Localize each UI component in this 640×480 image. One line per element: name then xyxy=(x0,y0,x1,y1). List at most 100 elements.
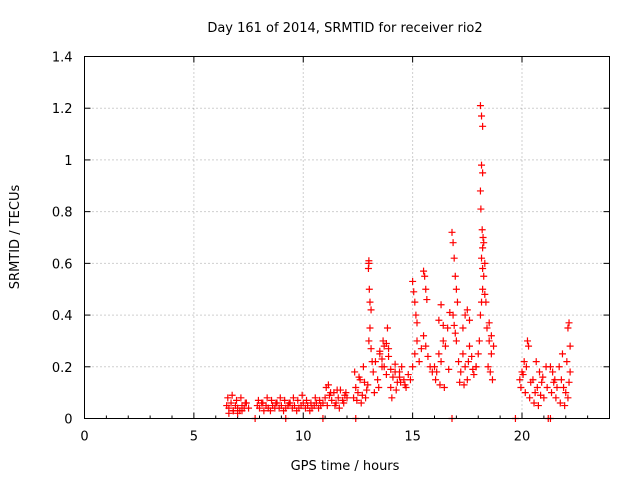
y-tick-label: 0.8 xyxy=(52,206,73,221)
data-point xyxy=(224,394,232,402)
data-point xyxy=(412,311,420,319)
data-point xyxy=(401,381,409,389)
data-point xyxy=(479,169,487,177)
data-point xyxy=(263,394,271,402)
data-point xyxy=(311,394,319,402)
data-point xyxy=(548,389,556,397)
data-point xyxy=(470,371,478,379)
data-point xyxy=(517,383,525,391)
data-point xyxy=(234,409,242,417)
data-point xyxy=(461,311,469,319)
data-point xyxy=(342,389,350,397)
data-point xyxy=(382,340,390,348)
data-point xyxy=(433,368,441,376)
data-point xyxy=(321,394,329,402)
data-point xyxy=(538,378,546,386)
data-point xyxy=(474,350,482,358)
y-tick-label: 0 xyxy=(64,413,72,428)
data-point xyxy=(435,350,443,358)
data-point xyxy=(449,311,457,319)
data-point xyxy=(561,402,569,410)
data-point xyxy=(557,376,565,384)
data-point xyxy=(334,394,342,402)
data-point xyxy=(431,363,438,371)
data-point xyxy=(478,254,486,262)
x-tick-label: 5 xyxy=(190,430,198,445)
data-point xyxy=(565,319,573,327)
data-point xyxy=(422,285,430,293)
data-point xyxy=(380,363,388,371)
data-point xyxy=(366,298,374,306)
data-point xyxy=(483,324,491,332)
data-point xyxy=(351,368,359,376)
data-point xyxy=(256,404,263,412)
plot-frame xyxy=(84,56,610,419)
data-point xyxy=(485,319,493,327)
data-point xyxy=(281,396,289,404)
data-point xyxy=(552,394,560,402)
data-point xyxy=(397,378,405,386)
data-point xyxy=(516,376,524,384)
data-point xyxy=(277,402,285,410)
y-tick-label: 0.4 xyxy=(52,309,73,324)
data-point xyxy=(543,383,551,391)
y-tick-label: 1.2 xyxy=(52,102,73,117)
data-point xyxy=(388,394,396,402)
data-point xyxy=(537,391,545,399)
data-point xyxy=(420,267,428,275)
data-point xyxy=(285,399,293,407)
data-point xyxy=(450,254,458,262)
data-point xyxy=(365,337,373,345)
data-point xyxy=(487,350,495,358)
data-point xyxy=(478,161,486,169)
data-point xyxy=(437,358,445,366)
data-point xyxy=(461,363,469,371)
data-point xyxy=(415,358,423,366)
data-point xyxy=(451,329,459,337)
data-point xyxy=(378,355,386,363)
data-point xyxy=(451,272,459,280)
y-tick-label: 0.6 xyxy=(52,257,73,272)
data-point xyxy=(436,381,444,389)
data-point xyxy=(565,378,573,386)
data-point xyxy=(355,373,363,381)
data-point xyxy=(566,368,574,376)
data-point xyxy=(413,337,421,345)
data-point xyxy=(417,345,425,353)
y-tick-label: 1 xyxy=(64,154,72,169)
data-point xyxy=(276,394,284,402)
data-point xyxy=(245,404,253,412)
data-point xyxy=(375,383,383,391)
data-point xyxy=(479,244,487,252)
data-point xyxy=(272,399,280,407)
data-point xyxy=(558,350,566,358)
data-point xyxy=(449,239,457,247)
data-point xyxy=(260,407,268,415)
data-point xyxy=(383,324,391,332)
data-point xyxy=(456,378,464,386)
data-point xyxy=(536,368,543,376)
data-point xyxy=(452,337,460,345)
data-point xyxy=(404,371,412,379)
x-axis-label: GPS time / hours xyxy=(291,459,400,474)
chart-title: Day 161 of 2014, SRMTID for receiver rio… xyxy=(207,21,482,36)
data-point xyxy=(333,386,341,394)
data-point xyxy=(478,226,486,234)
data-point xyxy=(453,298,461,306)
data-point xyxy=(560,383,568,391)
data-point xyxy=(353,396,361,404)
data-point xyxy=(371,358,379,366)
data-point xyxy=(549,368,557,376)
data-point xyxy=(359,363,367,371)
data-point xyxy=(525,342,533,350)
tick-labels: 0 5 10 15 20 0 0.2 0.4 0.6 0.8 1 1.2 1.4 xyxy=(52,51,530,445)
data-point xyxy=(479,122,487,130)
data-point xyxy=(411,350,419,358)
data-point xyxy=(391,368,399,376)
data-point xyxy=(481,259,489,267)
data-point xyxy=(519,371,527,379)
data-point xyxy=(533,383,541,391)
data-point xyxy=(237,394,245,402)
data-point xyxy=(354,389,362,397)
